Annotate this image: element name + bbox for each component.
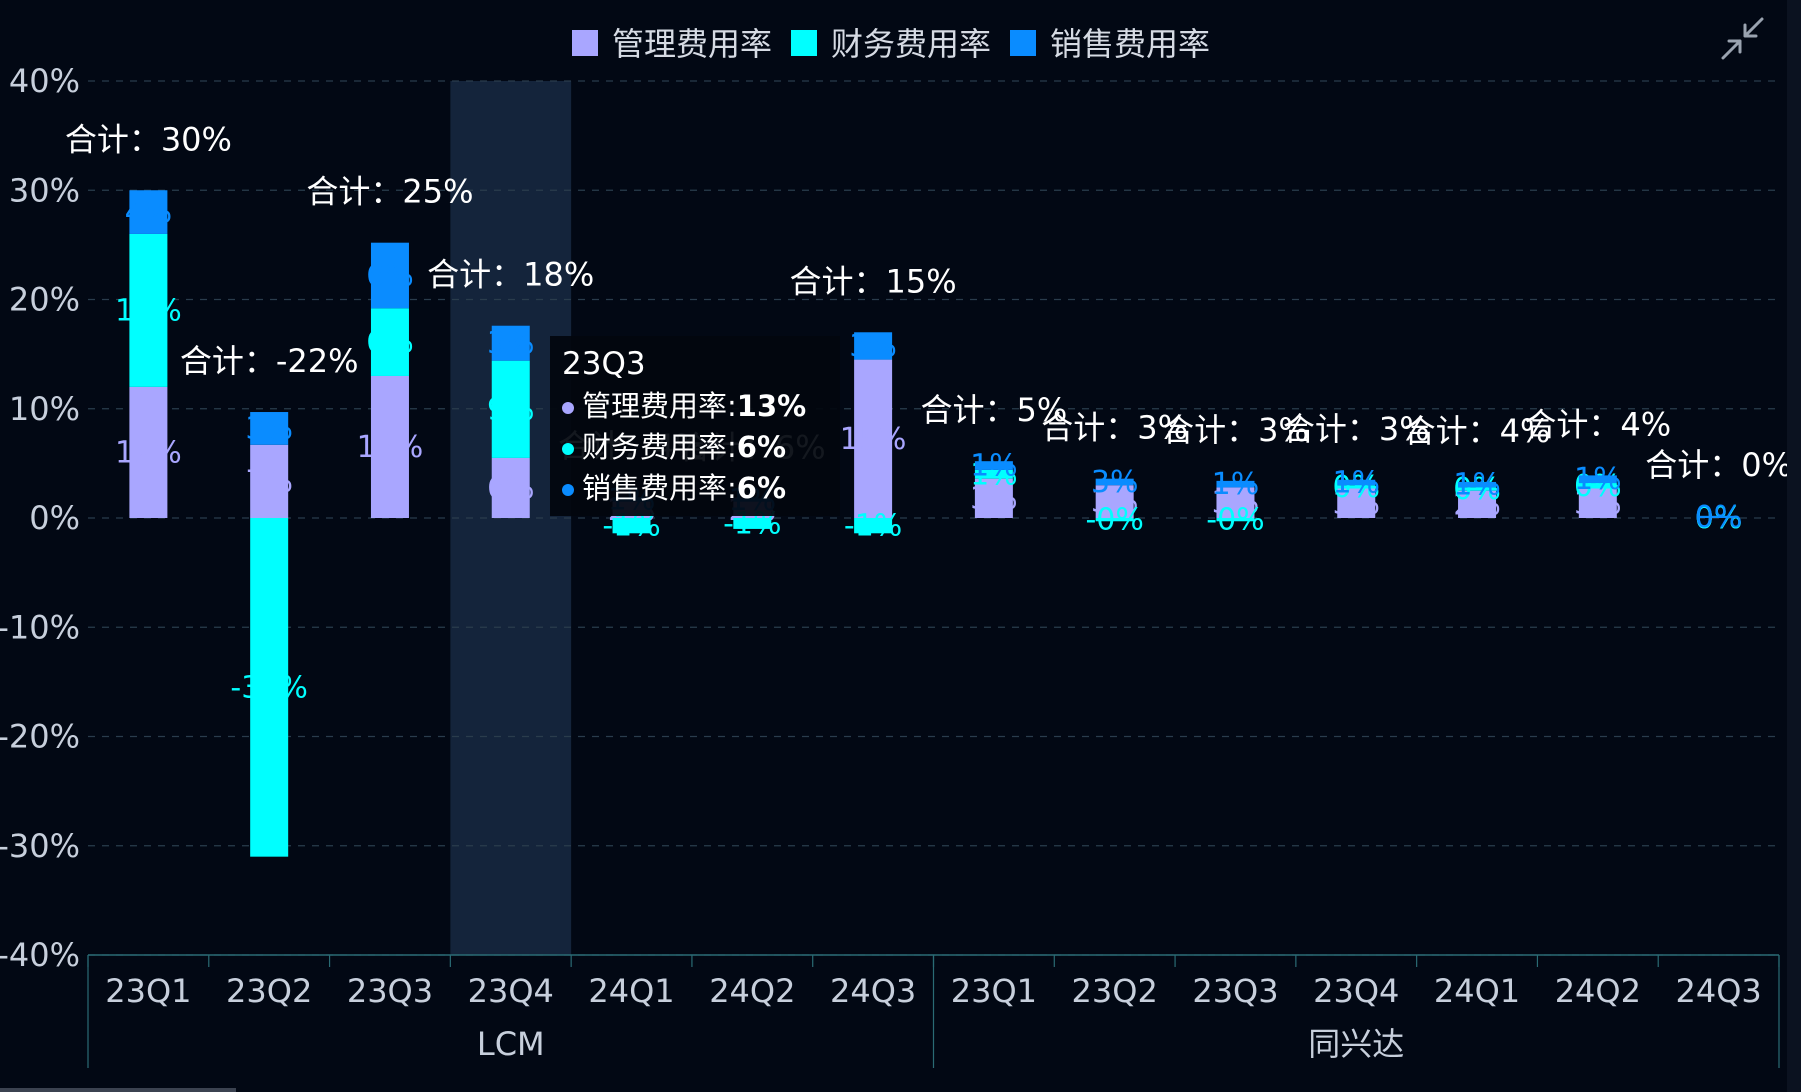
tooltip-value: 13% [737, 389, 806, 423]
x-tick-label: 24Q2 [1555, 972, 1641, 1010]
tooltip-series-name: 销售费用率 [582, 471, 727, 505]
tooltip-value: 6% [737, 430, 786, 464]
tooltip-row-management: 管理费用率:13% [562, 386, 828, 427]
data-label: 0% [1695, 500, 1743, 535]
legend-item: 销售费用率 [1050, 25, 1210, 63]
tooltip-title: 23Q3 [562, 346, 828, 382]
tooltip-dot [562, 402, 574, 414]
data-label: 1% [1574, 462, 1622, 497]
data-label: 1% [1212, 467, 1260, 502]
x-tick-label: 23Q4 [468, 972, 554, 1010]
data-label: 3% [487, 326, 535, 361]
y-tick-label: -40% [0, 936, 80, 974]
y-tick-label: 30% [9, 171, 80, 209]
data-label: -0% [1085, 503, 1143, 538]
tooltip-value: 6% [737, 471, 786, 505]
x-tick-label: 24Q2 [709, 972, 795, 1010]
x-tick-label: 24Q3 [1675, 972, 1761, 1010]
data-label: 13% [357, 430, 424, 465]
tooltip-row-sales: 销售费用率:6% [562, 468, 828, 509]
data-label: 1% [1332, 465, 1380, 500]
tooltip-dot [562, 443, 574, 455]
tooltip-series-name: 管理费用率 [582, 389, 727, 423]
data-label: 12% [115, 435, 182, 470]
x-tick-label: 23Q2 [1072, 972, 1158, 1010]
y-tick-label: -20% [0, 718, 80, 756]
y-tick-label: 0% [29, 499, 80, 537]
tooltip-row-finance: 财务费用率:6% [562, 427, 828, 468]
tooltip-dot [562, 484, 574, 496]
x-tick-label: 23Q1 [105, 972, 191, 1010]
x-tick-label: 23Q3 [347, 972, 433, 1010]
legend-item: 管理费用率 [612, 25, 772, 63]
data-label: 4% [125, 195, 173, 230]
data-label: 7% [245, 464, 293, 499]
data-label: 6% [487, 471, 535, 506]
data-label: 1% [970, 449, 1018, 484]
y-tick-label: -30% [0, 827, 80, 865]
y-tick-label: 20% [9, 281, 80, 319]
x-tick-label: 24Q1 [1434, 972, 1520, 1010]
total-label: 合计：0% [1645, 446, 1792, 484]
collapse-icon [1723, 19, 1762, 58]
legend-swatch [572, 30, 598, 56]
data-label: -1% [844, 509, 902, 544]
legend-item: 财务费用率 [831, 25, 991, 63]
total-label: 合计：15% [790, 262, 957, 300]
data-label: 15% [840, 422, 907, 457]
data-label: 6% [366, 325, 414, 360]
legend-swatch [1010, 30, 1036, 56]
x-tick-label: 23Q2 [226, 972, 312, 1010]
tooltip-series-name: 财务费用率 [582, 430, 727, 464]
horizontal-scrollbar[interactable] [0, 1088, 236, 1092]
right-edge-panel [1787, 0, 1801, 1092]
x-tick-label: 23Q4 [1313, 972, 1399, 1010]
data-label: 9% [487, 392, 535, 427]
data-label: 14% [115, 293, 182, 328]
data-label: 3% [849, 329, 897, 364]
data-label: 6% [366, 258, 414, 293]
x-tick-label: 24Q1 [588, 972, 674, 1010]
legend-swatch [791, 30, 817, 56]
total-label: 合计：30% [65, 120, 232, 158]
stacked-bar-chart: 40% 30% 20% 10% 0% -10% -20% -30% -40% 23Q1 23Q2 23… [0, 0, 1801, 1092]
y-tick-label: 40% [9, 62, 80, 100]
data-label: 1% [1453, 468, 1501, 503]
total-label: 合计：18% [427, 256, 594, 294]
y-tick-label: -10% [0, 608, 80, 646]
x-tick-label: 24Q3 [830, 972, 916, 1010]
y-tick-label: 10% [9, 390, 80, 428]
x-tick-label: 23Q1 [951, 972, 1037, 1010]
data-label: -0% [1206, 503, 1264, 538]
data-label: 3% [245, 411, 293, 446]
x-tick-label: 23Q3 [1192, 972, 1278, 1010]
total-label: 合计：4% [1524, 405, 1671, 443]
total-label: 合计：25% [306, 173, 473, 211]
total-label: 合计：-22% [180, 342, 359, 380]
chart-tooltip: 23Q3 管理费用率:13% 财务费用率:6% 销售费用率:6% [550, 336, 840, 516]
x-group-label: 同兴达 [1308, 1025, 1404, 1063]
data-label: -31% [230, 670, 308, 705]
data-label: 3% [1091, 465, 1139, 500]
x-group-label: LCM [477, 1025, 545, 1063]
chart-root: 40% 30% 20% 10% 0% -10% -20% -30% -40% 23Q1 23Q2 23… [0, 0, 1801, 1092]
